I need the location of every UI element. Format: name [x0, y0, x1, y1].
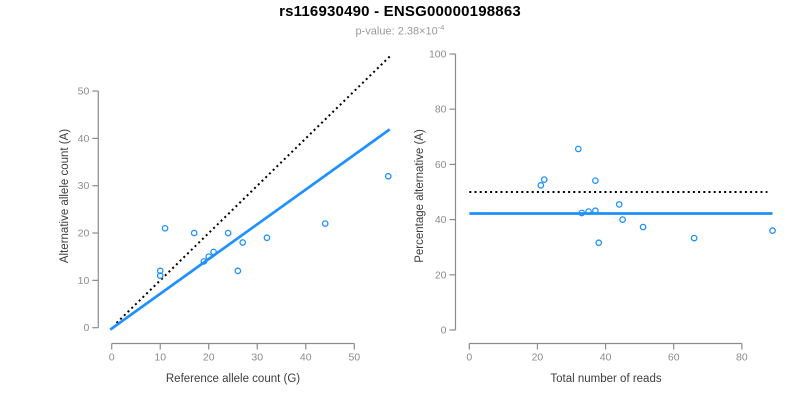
y-tick-label: 30	[78, 180, 90, 192]
x-axis-title: Reference allele count (G)	[166, 373, 300, 385]
x-tick-label: 20	[532, 352, 544, 364]
data-point	[619, 216, 626, 223]
data-point	[592, 207, 599, 215]
y-axis-title: Percentage alternative (A)	[414, 129, 426, 263]
y-tick-label: 40	[435, 214, 447, 226]
data-point	[769, 227, 776, 234]
y-axis: 0 10 20 30 40 50	[78, 86, 99, 334]
y-tick-label: 40	[78, 133, 90, 145]
p-value-exponent: -4	[437, 23, 445, 32]
x-axis-title: Total number of reads	[550, 373, 661, 385]
y-tick-label: 60	[435, 159, 447, 171]
x-tick-label: 50	[348, 352, 360, 364]
y-tick-label: 20	[78, 228, 90, 240]
x-tick-label: 10	[154, 352, 166, 364]
y-tick-label: 20	[435, 269, 447, 281]
data-points	[537, 145, 776, 247]
data-point	[156, 272, 164, 279]
y-tick-label: 80	[435, 104, 447, 116]
y-tick-label: 0	[83, 322, 89, 334]
x-axis: 0 20 40 60 80	[466, 342, 748, 364]
data-point	[161, 224, 169, 232]
p-value-text: p-value: 2.38×10	[355, 25, 438, 38]
figure-title: rs116930490 - ENSG00000198863	[279, 3, 521, 20]
data-point	[615, 201, 623, 208]
data-point	[224, 229, 232, 237]
data-point	[537, 182, 545, 189]
fit-line	[109, 128, 391, 331]
data-points	[156, 172, 392, 279]
data-point	[585, 208, 592, 215]
x-tick-label: 0	[109, 352, 115, 364]
data-point	[234, 267, 242, 275]
data-point	[263, 234, 271, 242]
x-tick-label: 0	[466, 352, 472, 364]
left-plot: 0 10 20 30 40 50 0 10 20 30 40 50 Reference allele c…	[59, 54, 392, 385]
x-tick-label: 40	[300, 352, 312, 364]
data-point	[578, 209, 586, 217]
y-axis: 0 20 40 60 80 100	[429, 49, 457, 337]
x-tick-label: 20	[203, 352, 215, 364]
data-point	[200, 258, 208, 265]
y-tick-label: 0	[441, 325, 447, 337]
x-tick-label: 30	[251, 352, 263, 364]
data-point	[690, 234, 698, 242]
figure-subtitle: p-value: 2.38×10-4	[0, 23, 800, 38]
x-tick-label: 80	[736, 352, 748, 364]
x-tick-label: 40	[600, 352, 612, 364]
x-tick-label: 60	[668, 352, 680, 364]
data-point	[205, 253, 213, 261]
data-point	[595, 239, 603, 247]
right-plot: 0 20 40 60 80 100 0 20 40 60 80 Total number of rea…	[414, 49, 776, 385]
identity-line	[115, 54, 392, 324]
x-axis: 0 10 20 30 40 50	[109, 342, 360, 364]
data-point	[210, 248, 217, 256]
data-point	[321, 220, 329, 227]
y-axis-title: Alternative allele count (A)	[59, 129, 71, 263]
data-point	[190, 229, 198, 237]
data-point	[384, 172, 392, 180]
y-tick-label: 50	[78, 86, 90, 98]
y-tick-label: 10	[78, 275, 90, 287]
data-point	[156, 267, 164, 275]
data-point	[540, 176, 548, 183]
y-tick-label: 100	[429, 49, 447, 61]
data-point	[574, 145, 582, 153]
data-point	[239, 239, 247, 246]
data-point	[592, 177, 599, 185]
data-point	[639, 223, 647, 231]
